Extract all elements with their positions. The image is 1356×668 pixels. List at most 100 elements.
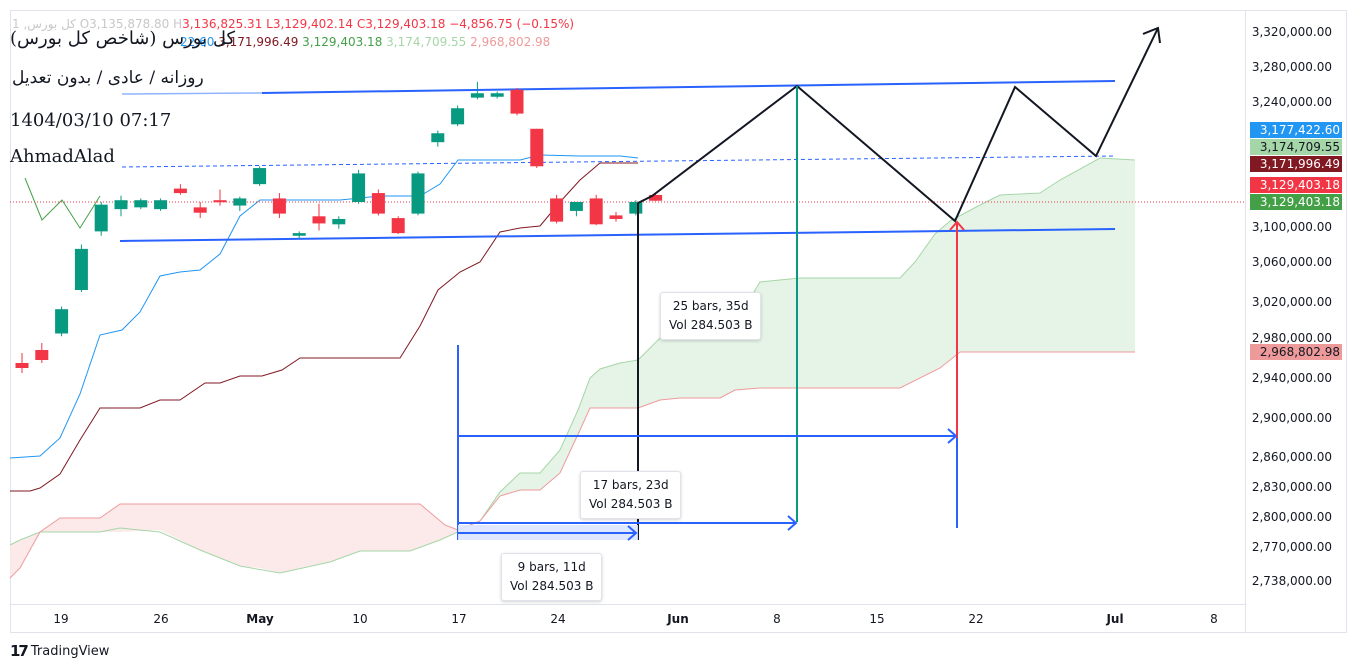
price-badge: 3,177,422.60 xyxy=(1250,122,1342,138)
candle-body xyxy=(411,173,425,214)
annotation-title[interactable]: کل بورس (شاخص کل بورس) xyxy=(10,28,236,49)
lagging-span-line xyxy=(24,177,101,229)
measure-box-25-bars[interactable]: 25 bars, 35d Vol 284.503 B xyxy=(660,292,762,340)
candle-body xyxy=(431,133,445,143)
symbol-label: کل بورس, 1 xyxy=(12,17,76,31)
candle-body xyxy=(94,204,108,232)
annotation-subtitle[interactable]: روزانه / عادی / بدون تعدیل xyxy=(12,68,204,88)
projection-path xyxy=(637,27,1159,223)
candle-body xyxy=(629,202,643,214)
measure-box-17-bars[interactable]: 17 bars, 23d Vol 284.503 B xyxy=(580,471,682,519)
tradingview-logo-icon: 17 xyxy=(10,642,29,660)
candle-body xyxy=(312,216,326,224)
bearish-cloud xyxy=(10,504,540,578)
price-tick-label: 3,320,000.00 xyxy=(1251,25,1332,39)
kijun-line xyxy=(10,162,638,492)
time-tick-label: 17 xyxy=(451,612,467,626)
time-tick-label: 19 xyxy=(53,612,69,626)
ichimoku-param: 22.60 xyxy=(180,35,215,49)
high-value: 3,136,825.31 xyxy=(182,17,263,31)
time-tick-label: 15 xyxy=(869,612,885,626)
dashed-level-line xyxy=(121,155,1116,168)
price-badge: 3,171,996.49 xyxy=(1250,156,1342,172)
candle-body xyxy=(569,202,583,211)
range-9-bars-arrowhead xyxy=(627,525,638,541)
open-value: 3,135,878.80 xyxy=(89,17,170,31)
time-tick-label: Jun xyxy=(667,612,689,626)
price-tick-label: 3,240,000.00 xyxy=(1251,95,1332,109)
time-tick-label: 8 xyxy=(773,612,781,626)
tradingview-logo[interactable]: 17 TradingView xyxy=(10,642,110,660)
candle-body xyxy=(213,200,227,203)
annotation-datetime[interactable]: 1404/03/10 07:17 xyxy=(10,110,172,131)
candle-body xyxy=(609,215,623,219)
candle-body xyxy=(15,363,29,368)
tenkan-line xyxy=(9,154,639,459)
close-value: 3,129,403.18 xyxy=(365,17,446,31)
candle-body xyxy=(550,198,564,222)
time-tick-label: 26 xyxy=(153,612,169,626)
candle-body xyxy=(470,93,484,98)
span-b-value: 2,968,802.98 xyxy=(470,35,551,49)
candle-body xyxy=(233,198,247,206)
price-tick-label: 2,940,000.00 xyxy=(1251,371,1332,385)
price-tick-label: 2,800,000.00 xyxy=(1251,510,1332,524)
candle-body xyxy=(391,218,405,234)
candle-body xyxy=(114,200,128,210)
time-tick-label: 8 xyxy=(1210,612,1218,626)
span-b-line xyxy=(9,351,1135,579)
time-tick-label: Jul xyxy=(1106,612,1124,626)
time-tick-label: May xyxy=(246,612,274,626)
red-marker-arrowhead xyxy=(949,220,965,231)
candle-body xyxy=(292,233,306,236)
price-tick-label: 3,100,000.00 xyxy=(1251,220,1332,234)
span-a-value: 3,174,709.55 xyxy=(386,35,467,49)
candle-body xyxy=(173,188,187,194)
measure-box-9-bars[interactable]: 9 bars, 11d Vol 284.503 B xyxy=(501,553,603,601)
channel-bottom-line xyxy=(119,228,1116,242)
candle-body xyxy=(490,93,504,97)
candle-body xyxy=(352,173,366,202)
price-tick-label: 2,900,000.00 xyxy=(1251,411,1332,425)
candle-body xyxy=(193,207,207,213)
time-tick-label: 24 xyxy=(550,612,566,626)
price-tick-label: 2,980,000.00 xyxy=(1251,331,1332,345)
price-badge: 2,968,802.98 xyxy=(1250,344,1342,360)
candle-body xyxy=(530,128,544,167)
time-tick-label: 10 xyxy=(352,612,368,626)
candle-body xyxy=(589,198,603,225)
change-value: −4,856.75 (−0.15%) xyxy=(449,17,575,31)
price-tick-label: 3,280,000.00 xyxy=(1251,60,1332,74)
candle-body xyxy=(272,198,286,214)
price-badge: 3,174,709.55 xyxy=(1250,139,1342,155)
price-tick-label: 3,020,000.00 xyxy=(1251,295,1332,309)
candle-body xyxy=(649,194,663,201)
candle-body xyxy=(253,168,267,185)
time-tick-label: 22 xyxy=(968,612,984,626)
channel-top-line xyxy=(261,80,1116,94)
lagging-value: 3,129,403.18 xyxy=(302,35,383,49)
annotation-author[interactable]: AhmadAlad xyxy=(10,146,115,167)
price-tick-label: 2,860,000.00 xyxy=(1251,450,1332,464)
chart-frame xyxy=(10,10,1347,633)
price-badge: 3,129,403.18 xyxy=(1250,194,1342,210)
projection-arrowhead xyxy=(1142,26,1161,44)
candle-body xyxy=(332,218,346,225)
candle-body xyxy=(154,200,168,210)
price-tick-label: 2,738,000.00 xyxy=(1251,574,1332,588)
candle-body xyxy=(451,108,465,125)
price-tick-label: 2,830,000.00 xyxy=(1251,480,1332,494)
candle-body xyxy=(74,248,88,290)
range-17-bars-arrowhead xyxy=(787,515,798,531)
candle-body xyxy=(510,89,524,114)
candle-body xyxy=(55,309,69,334)
candle-body xyxy=(134,200,148,208)
price-tick-label: 3,060,000.00 xyxy=(1251,255,1332,269)
channel-top-extension xyxy=(121,92,263,95)
indicator-legend: 22.60 3,171,996.49 3,129,403.18 3,174,70… xyxy=(180,35,550,49)
ohlc-legend: کل بورس, 1 O3,135,878.80 H3,136,825.31 L… xyxy=(12,17,575,31)
range-25-bars-arrowhead xyxy=(947,428,958,444)
price-tick-label: 2,770,000.00 xyxy=(1251,540,1332,554)
kijun-value: 3,171,996.49 xyxy=(218,35,299,49)
